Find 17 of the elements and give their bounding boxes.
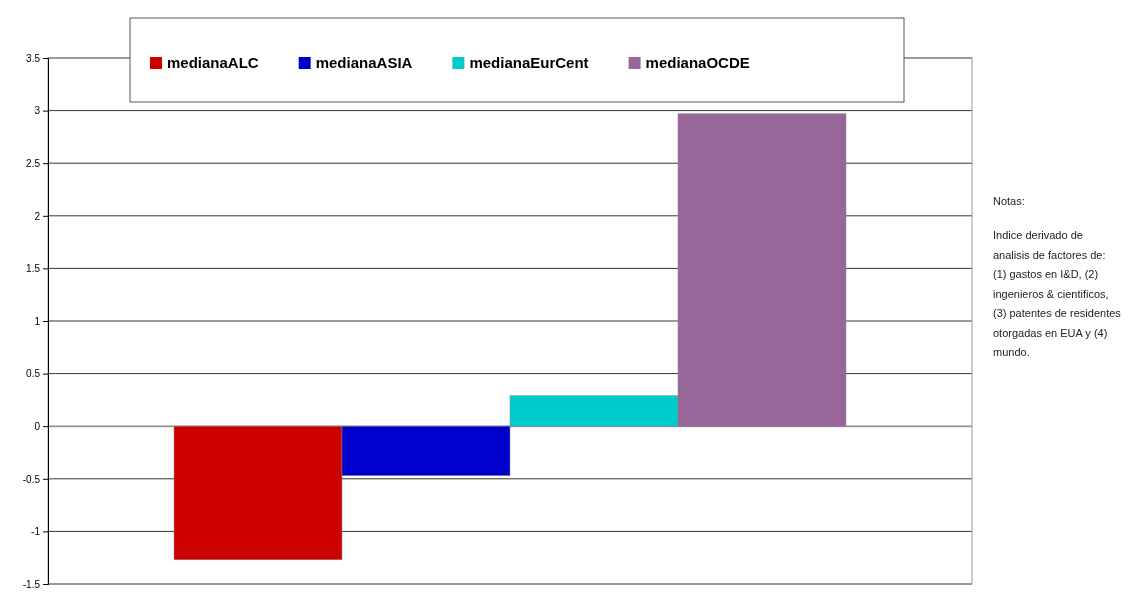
legend-label: medianaOCDE: [645, 54, 750, 71]
legend-label: medianaASIA: [315, 54, 413, 71]
y-tick-label: 1: [34, 315, 41, 327]
y-tick-label: 1.5: [26, 263, 41, 275]
text: Indice derivado de analisis de factores de: (1) gastos en I&D, (2) ingenieros & cientificos, (3) patentes de residentes otorgadas en EUA y (4) mundo.: [993, 229, 1122, 358]
legend-label: medianaEurCent: [469, 54, 589, 71]
y-tick-label: 2.5: [26, 157, 41, 169]
y-tick-label: -1.5: [22, 578, 41, 590]
y-tick-label: 0: [34, 420, 41, 432]
y-tick-label: -0.5: [22, 473, 41, 485]
y-tick-label: 2: [34, 210, 41, 222]
legend-label: medianaALC: [167, 54, 259, 71]
y-tick-label: 3.5: [26, 52, 41, 64]
y-tick-label: 0.5: [26, 368, 41, 380]
y-tick-label: 3: [34, 105, 41, 117]
y-tick-label: -1: [31, 526, 41, 538]
text: Notas:: [993, 195, 1025, 207]
